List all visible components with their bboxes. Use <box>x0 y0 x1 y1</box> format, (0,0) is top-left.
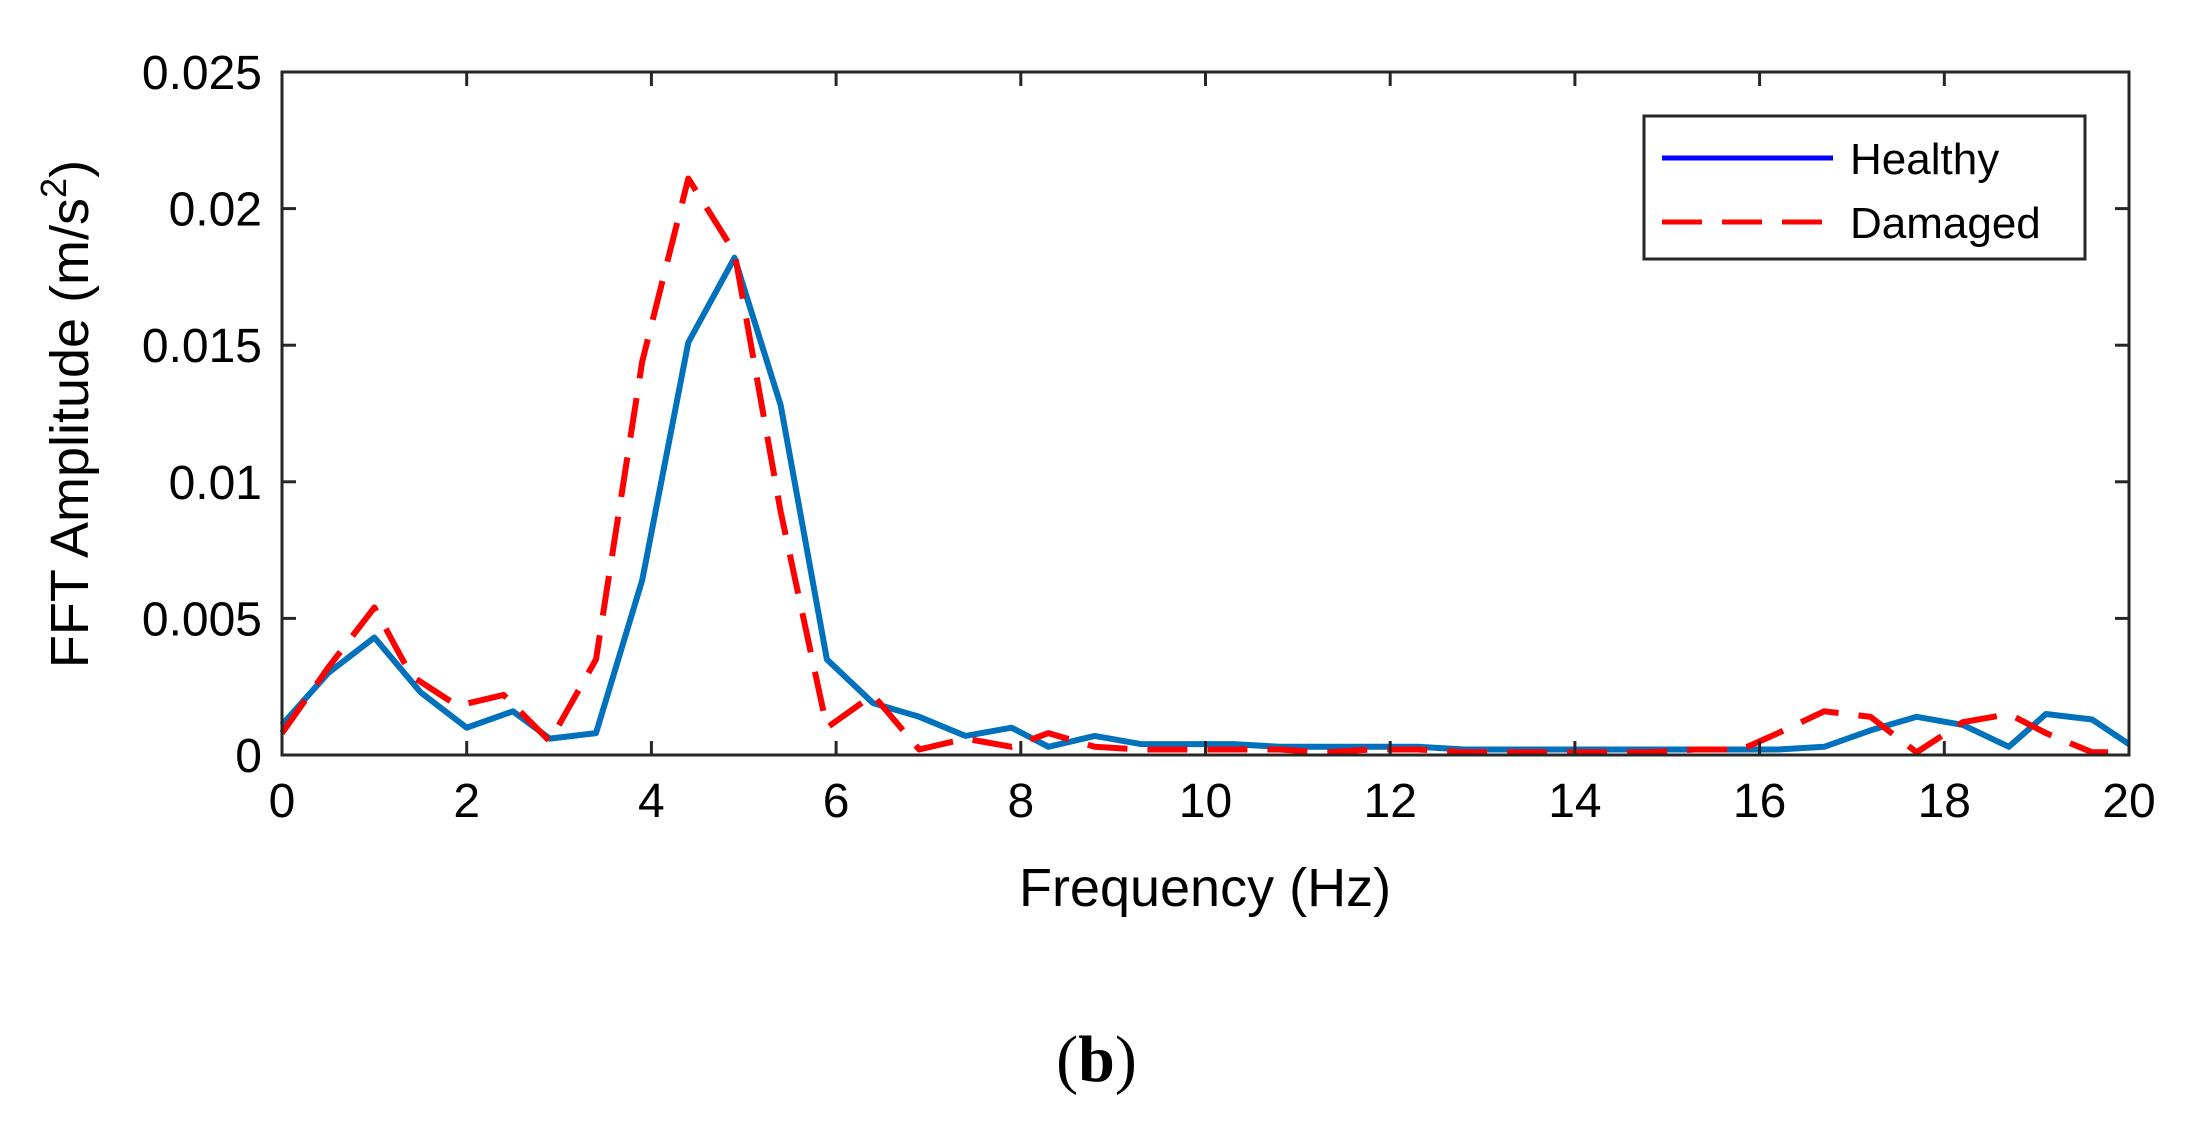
x-tick-label: 10 <box>1179 775 1232 828</box>
x-tick-label: 16 <box>1733 775 1786 828</box>
figure-caption: (b) <box>0 1022 2193 1098</box>
series-line-damaged <box>279 175 2129 756</box>
y-axis-label: FFT Amplitude (m/s2) <box>33 160 100 668</box>
x-tick-label: 20 <box>2102 775 2155 828</box>
plot-area <box>279 175 2131 756</box>
x-tick-label: 0 <box>269 775 296 828</box>
x-tick-label: 4 <box>638 775 665 828</box>
caption-close-paren: ) <box>1114 1023 1137 1096</box>
series-line-healthy <box>279 254 2131 753</box>
y-axis-label-close: ) <box>40 160 100 178</box>
caption-letter: b <box>1078 1023 1115 1096</box>
x-axis-label: Frequency (Hz) <box>1019 858 1391 918</box>
y-axis-label-text: FFT Amplitude (m/s <box>40 198 100 668</box>
x-tick-label: 18 <box>1918 775 1971 828</box>
x-tick-label: 12 <box>1364 775 1417 828</box>
x-tick-label: 14 <box>1548 775 1601 828</box>
y-tick-label: 0.02 <box>169 184 262 237</box>
legend-box <box>1642 114 2087 261</box>
y-tick-label: 0.01 <box>169 457 262 510</box>
x-tick-label: 8 <box>1007 775 1034 828</box>
y-tick-label: 0 <box>235 730 262 783</box>
y-tick-label: 0.005 <box>142 593 262 646</box>
y-tick-label: 0.015 <box>142 320 262 373</box>
legend-damaged-label: Damaged <box>1850 199 2041 248</box>
caption-open-paren: ( <box>1056 1023 1079 1096</box>
y-axis-label-superscript: 2 <box>33 178 74 198</box>
y-tick-label: 0.025 <box>142 47 262 100</box>
legend-healthy-label: Healthy <box>1850 135 1999 184</box>
x-tick-label: 2 <box>453 775 480 828</box>
axis-ticks: 0 2 4 6 8 10 12 14 16 18 20 0 0.005 0.01 0.015 0.02 0.02… <box>142 47 2156 828</box>
legend: Healthy Damaged <box>1642 114 2087 261</box>
x-tick-label: 6 <box>823 775 850 828</box>
